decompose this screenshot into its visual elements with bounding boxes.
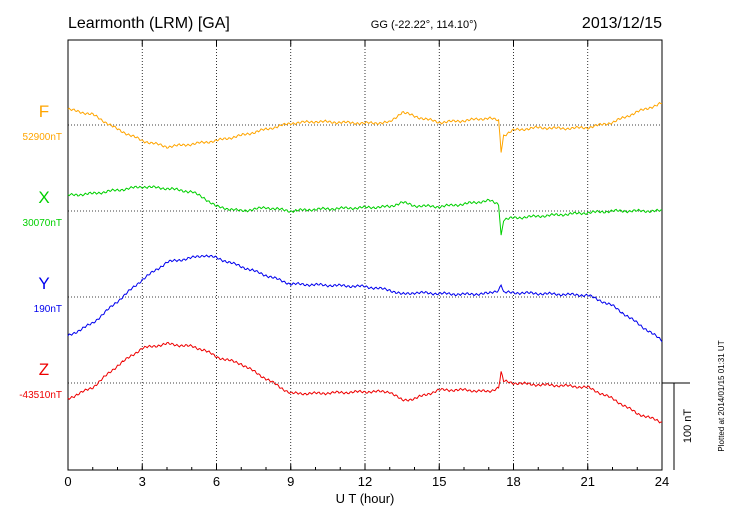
trace-X [67, 185, 663, 236]
plotted-timestamp: Plotted at 2014/01/15 01:31 UT [717, 340, 726, 451]
x-tick-label-15: 15 [432, 474, 446, 489]
x-axis-label: U T (hour) [336, 491, 395, 506]
x-tick-label-21: 21 [581, 474, 595, 489]
series-name-Y: Y [38, 274, 49, 293]
x-tick-label-6: 6 [213, 474, 220, 489]
plot-date: 2013/12/15 [582, 15, 662, 32]
x-tick-label-3: 3 [139, 474, 146, 489]
trace-F [67, 101, 663, 153]
series-baseline-Y: 190nT [34, 304, 62, 315]
series-name-F: F [39, 102, 49, 121]
series-name-X: X [38, 188, 49, 207]
station-coords: GG (-22.22°, 114.10°) [371, 19, 477, 31]
x-tick-label-0: 0 [64, 474, 71, 489]
plot-frame [67, 39, 663, 471]
scale-bar [662, 382, 690, 470]
grid-lines [141, 40, 589, 470]
x-tick-label-9: 9 [287, 474, 294, 489]
trace-Y [67, 254, 663, 343]
baseline-lines [68, 124, 662, 384]
x-tick-label-24: 24 [655, 474, 669, 489]
x-tick-label-18: 18 [506, 474, 520, 489]
station-title: Learmonth (LRM) [GA] [68, 15, 230, 32]
scale-bar-label: 100 nT [682, 409, 694, 444]
series-name-Z: Z [39, 360, 49, 379]
trace-Z [67, 341, 663, 424]
series-baseline-X: 30070nT [23, 218, 62, 229]
x-axis-ticks: 0 3 6 9 12 15 18 21 24 [64, 40, 669, 489]
series-baseline-Z: -43510nT [19, 390, 62, 401]
x-tick-label-12: 12 [358, 474, 372, 489]
series-baseline-F: 52900nT [23, 132, 62, 143]
series-traces [67, 101, 663, 424]
series-labels: F 52900nT X 30070nT Y 190nT Z -43510nT [19, 102, 62, 401]
